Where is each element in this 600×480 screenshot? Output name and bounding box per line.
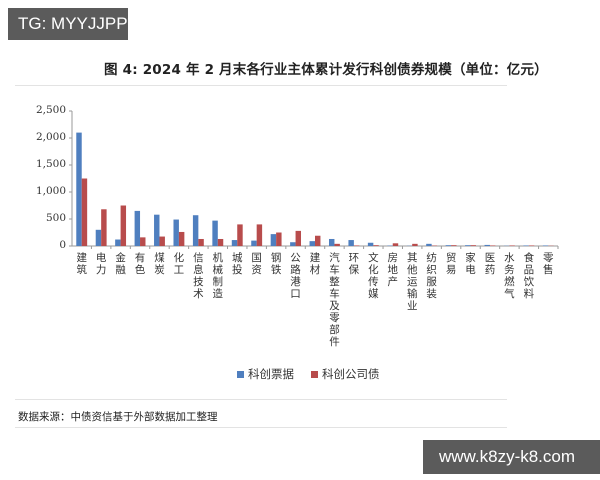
legend-item-series-2: 科创公司债	[311, 366, 380, 382]
x-category-label: 环保	[348, 252, 360, 276]
y-tick-label: 1,500	[35, 158, 66, 170]
watermark-bottom: www.k8zy-k8.com	[423, 440, 600, 474]
x-category-label: 煤炭	[154, 252, 165, 276]
x-category-label: 钢铁	[270, 252, 282, 276]
x-category-label: 建材	[309, 252, 321, 276]
x-category-label: 汽车整车及零部件	[329, 252, 340, 348]
x-category-label: 电力	[95, 252, 107, 276]
bottom-divider	[15, 427, 507, 428]
x-category-label: 房地产	[387, 252, 399, 288]
x-category-label: 有色	[134, 252, 146, 276]
x-category-label: 机械制造	[212, 252, 224, 300]
x-category-label: 水务燃气	[504, 252, 515, 300]
x-category-label: 纺织服装	[426, 252, 437, 300]
x-category-label: 食品饮料	[523, 252, 535, 300]
x-category-label: 零售	[543, 252, 554, 276]
middle-divider	[15, 399, 507, 400]
figure-title: 图 4: 2024 年 2 月末各行业主体累计发行科创债券规模（单位：亿元）	[104, 62, 548, 78]
x-category-label: 化工	[173, 252, 185, 276]
source-note: 数据来源：中债资信基于外部数据加工整理	[18, 411, 218, 423]
watermark-top: TG: MYYJJPP	[8, 8, 128, 40]
legend-swatch-red	[311, 370, 318, 378]
x-category-label: 医药	[484, 252, 496, 276]
x-category-label: 建筑	[76, 252, 87, 276]
x-category-label: 其他运输业	[406, 252, 418, 312]
x-category-label: 信息技术	[193, 252, 204, 300]
x-category-label: 文化传媒	[368, 252, 379, 300]
y-tick-label: 2,500	[35, 104, 66, 116]
x-category-label: 国资	[251, 252, 262, 276]
top-divider	[15, 85, 507, 86]
y-tick-label: 2,000	[35, 131, 66, 143]
x-category-label: 金融	[115, 252, 126, 276]
legend-label: 科创票据	[248, 367, 294, 381]
y-tick-label: 0	[59, 239, 66, 251]
x-category-label: 贸易	[445, 252, 457, 276]
legend-swatch-blue	[237, 370, 244, 378]
legend-item-series-1: 科创票据	[237, 366, 294, 382]
x-category-label: 城投	[231, 252, 243, 276]
y-tick-label: 1,000	[35, 185, 66, 197]
x-category-label: 公路港口	[290, 252, 301, 300]
legend-label: 科创公司债	[322, 367, 380, 381]
x-category-label: 家电	[465, 252, 476, 276]
y-tick-label: 500	[45, 212, 66, 224]
